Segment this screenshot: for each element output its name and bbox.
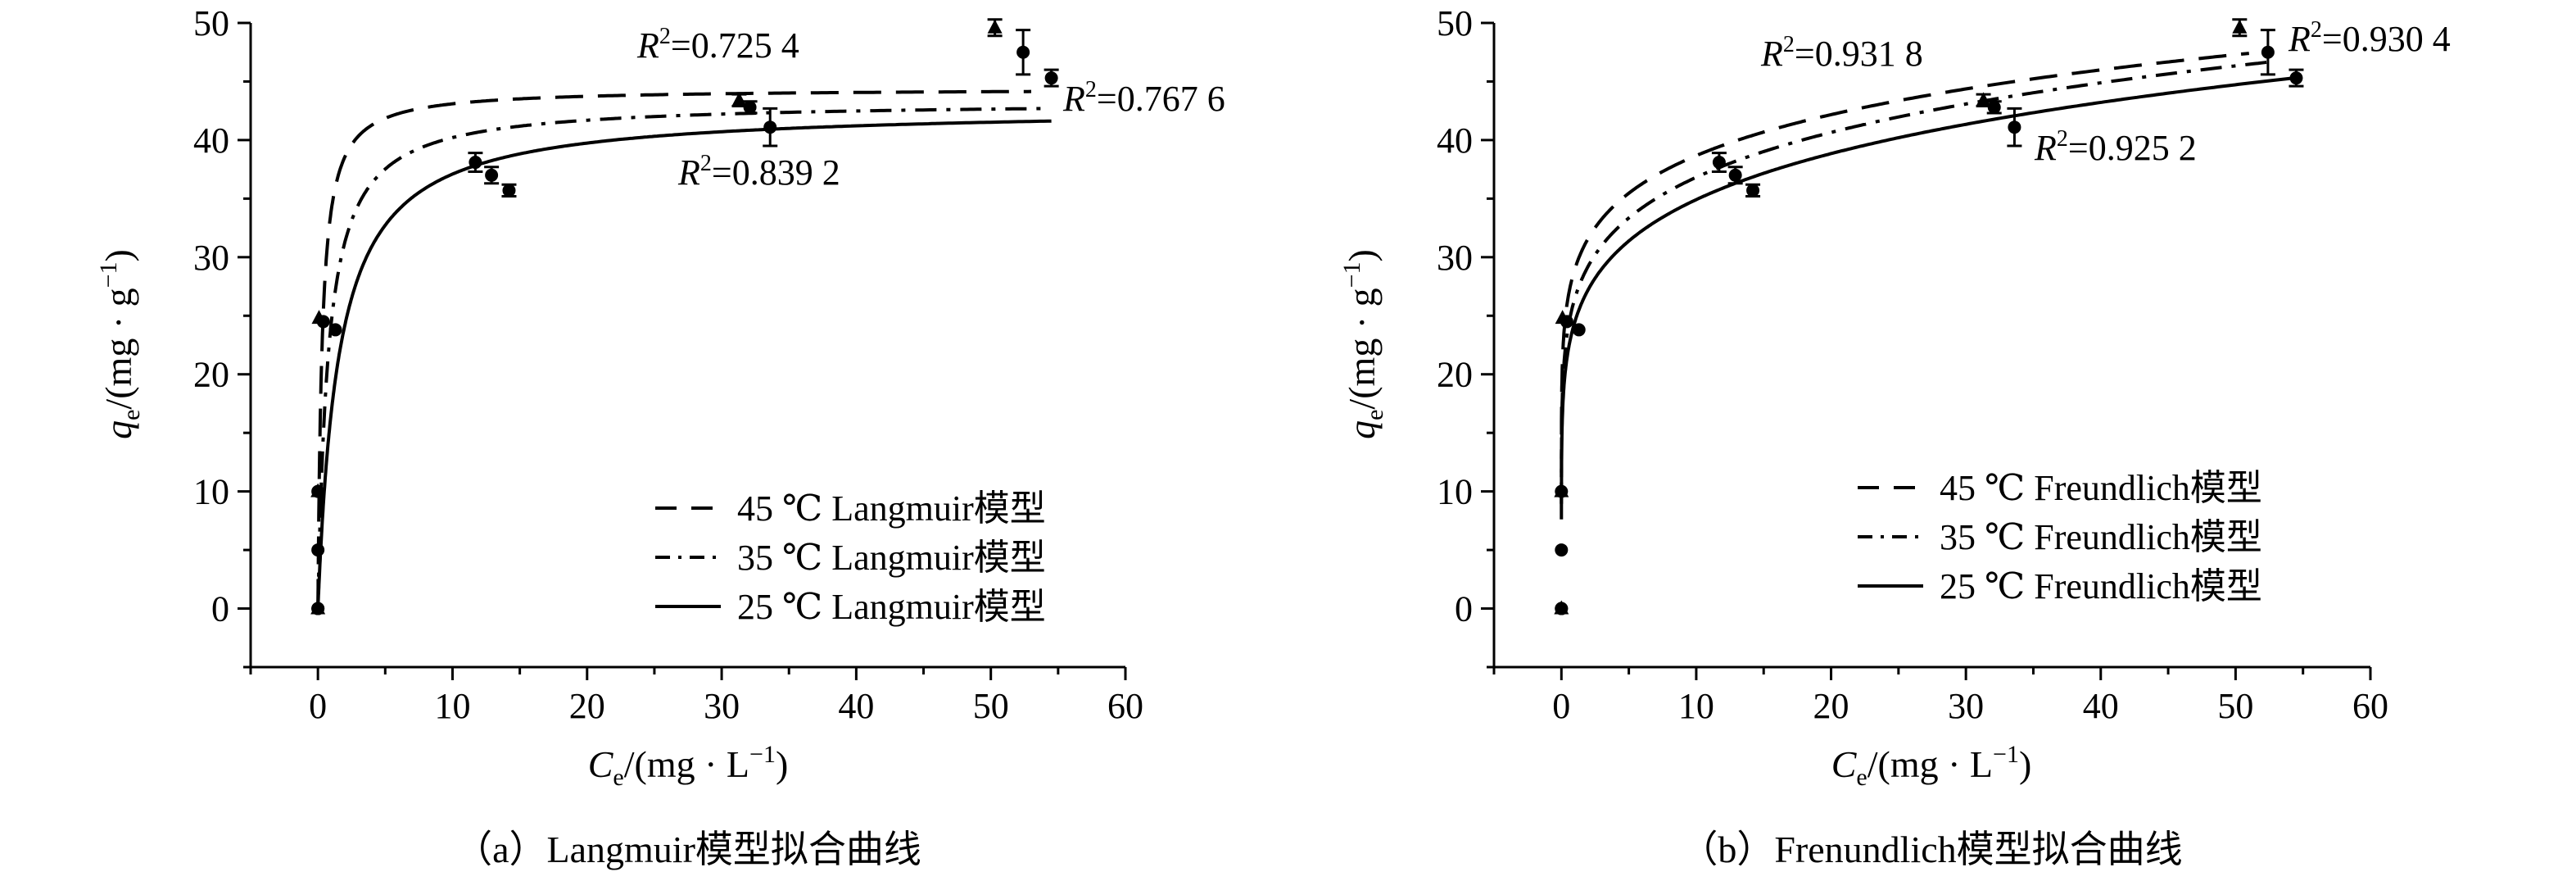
panel-a-y-tick-label: 50 <box>193 3 229 43</box>
panel-b-point <box>1555 543 1569 557</box>
panel-b-x-tick-label: 20 <box>1813 686 1849 726</box>
panel-b-r2-35: R2=0.930 4 <box>2288 17 2451 59</box>
panel-a-caption: （a）Langmuir模型拟合曲线 <box>455 829 921 870</box>
panel-a-curve-45 <box>316 89 1032 607</box>
panel-a-curve-25 <box>316 119 1052 609</box>
panel-b-ticks: 0 10 20 30 40 50 60 0 10 20 30 40 50 <box>1437 3 2388 726</box>
panel-a-ticks: 0 10 20 30 40 50 60 0 10 20 30 40 50 <box>193 3 1143 726</box>
panel-a-point <box>485 168 499 182</box>
panel-a-r2-25: R2=0.839 2 <box>677 151 840 193</box>
panel-b-point <box>2008 120 2021 134</box>
panel-a-point <box>987 19 1003 34</box>
panel-a-point <box>502 184 516 198</box>
panel-a: 0 10 20 30 40 50 60 0 10 20 30 40 50 Ce/(mg · L−1) q… <box>95 3 1225 870</box>
panel-b-x-tick-label: 60 <box>2352 686 2388 726</box>
panel-a-x-tick-label: 50 <box>973 686 1009 726</box>
panel-b-point <box>1572 323 1586 337</box>
panel-a-x-tick-label: 10 <box>434 686 470 726</box>
panel-a-marks <box>310 18 1059 615</box>
panel-a-legend-label: 25 ℃ Langmuir模型 <box>737 587 1046 627</box>
panel-a-x-axis-title: Ce/(mg · L−1) <box>588 741 789 791</box>
panel-a-x-tick-label: 20 <box>569 686 605 726</box>
panel-a-point <box>311 484 325 498</box>
panel-b-point <box>2289 71 2303 85</box>
panel-a-point <box>1016 45 1030 59</box>
panel-b-y-tick-label: 20 <box>1437 355 1473 395</box>
panel-b-point <box>1555 602 1569 615</box>
panel-b-point <box>1560 315 1573 329</box>
panel-b-y-tick-label: 40 <box>1437 120 1473 161</box>
panel-a-y-tick-label: 20 <box>193 355 229 395</box>
panel-a-r2-35: R2=0.767 6 <box>1062 77 1225 119</box>
panel-a-legend: 45 ℃ Langmuir模型 35 ℃ Langmuir模型 25 ℃ Langm… <box>655 488 1046 627</box>
panel-b-point <box>2261 45 2275 59</box>
panel-b-x-tick-label: 0 <box>1552 686 1570 726</box>
panel-a-x-tick-label: 30 <box>704 686 740 726</box>
panel-a-r2-labels: R2=0.725 4 R2=0.767 6 R2=0.839 2 <box>636 24 1225 193</box>
panel-a-point <box>743 100 757 114</box>
panel-b-point <box>1712 156 1726 170</box>
panel-b-curve-35 <box>1560 59 2276 504</box>
panel-a-y-axis-title: qe/(mg · g−1) <box>95 249 145 439</box>
panel-a-legend-label: 45 ℃ Langmuir模型 <box>737 488 1046 529</box>
panel-b: 0 10 20 30 40 50 60 0 10 20 30 40 50 Ce/(mg · L−1) q… <box>1338 3 2451 870</box>
panel-a-x-tick-label: 60 <box>1107 686 1143 726</box>
panel-b-y-tick-label: 50 <box>1437 3 1473 43</box>
panel-a-y-tick-label: 40 <box>193 120 229 161</box>
panel-a-y-tick-label: 0 <box>211 589 229 629</box>
panel-b-point <box>1746 184 1760 198</box>
panel-b-y-tick-label: 0 <box>1455 589 1473 629</box>
panel-b-x-axis-title: Ce/(mg · L−1) <box>1831 741 2032 791</box>
panel-b-x-tick-label: 50 <box>2217 686 2253 726</box>
panel-b-legend: 45 ℃ Freundlich模型 35 ℃ Freundlich模型 25 ℃ F… <box>1858 468 2262 606</box>
panel-a-y-tick-label: 10 <box>193 472 229 512</box>
panel-b-point <box>2232 19 2248 34</box>
panel-b-y-tick-label: 10 <box>1437 472 1473 512</box>
panel-a-x-tick-label: 0 <box>309 686 327 726</box>
panel-a-x-tick-label: 40 <box>838 686 874 726</box>
panel-b-legend-label: 45 ℃ Freundlich模型 <box>1940 468 2262 508</box>
panel-a-r2-45: R2=0.725 4 <box>636 24 799 66</box>
panel-a-y-tick-label: 30 <box>193 238 229 278</box>
panel-a-point <box>316 315 330 329</box>
panel-a-legend-label: 35 ℃ Langmuir模型 <box>737 538 1046 578</box>
panel-b-legend-label: 25 ℃ Freundlich模型 <box>1940 566 2262 606</box>
panel-b-marks <box>1554 18 2304 615</box>
panel-b-curve-25 <box>1560 75 2297 520</box>
panel-b-y-axis-title: qe/(mg · g−1) <box>1338 249 1388 439</box>
panel-b-point <box>1555 484 1569 498</box>
panel-b-r2-25: R2=0.925 2 <box>2034 126 2197 168</box>
panel-a-curve-35 <box>316 107 1045 608</box>
panel-b-point <box>1728 168 1742 182</box>
panel-b-curve-45 <box>1560 52 2249 478</box>
panel-b-x-tick-label: 30 <box>1948 686 1984 726</box>
panel-b-x-tick-label: 40 <box>2083 686 2119 726</box>
panel-a-point <box>763 120 777 134</box>
panel-b-legend-label: 35 ℃ Freundlich模型 <box>1940 517 2262 557</box>
panel-b-r2-labels: R2=0.931 8 R2=0.930 4 R2=0.925 2 <box>1760 17 2451 168</box>
panel-a-point <box>328 323 342 337</box>
panel-b-y-tick-label: 30 <box>1437 238 1473 278</box>
panel-b-x-tick-label: 10 <box>1678 686 1714 726</box>
panel-a-point <box>1044 71 1058 85</box>
panel-a-point <box>311 602 325 615</box>
panel-b-r2-45: R2=0.931 8 <box>1760 32 1923 74</box>
panel-b-point <box>1987 100 2001 114</box>
panel-b-caption: （b）Frenundlich模型拟合曲线 <box>1680 829 2182 870</box>
